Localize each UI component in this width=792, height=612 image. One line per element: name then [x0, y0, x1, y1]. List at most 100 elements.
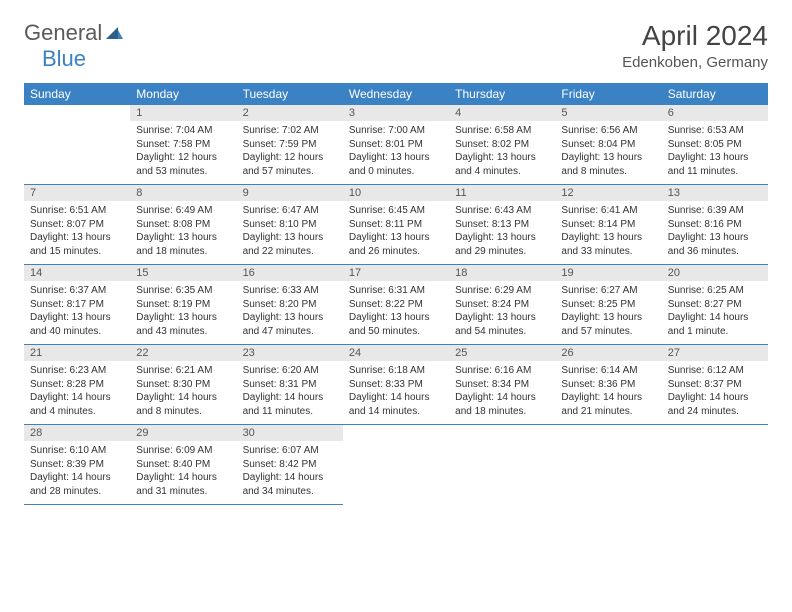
- day-content: Sunrise: 6:27 AMSunset: 8:25 PMDaylight:…: [555, 281, 661, 344]
- logo-text-blue: Blue: [42, 46, 86, 71]
- day-cell: 19Sunrise: 6:27 AMSunset: 8:25 PMDayligh…: [555, 265, 661, 345]
- day-number: 3: [343, 105, 449, 121]
- logo-sail-icon: [104, 25, 124, 41]
- day-cell: 1Sunrise: 7:04 AMSunset: 7:58 PMDaylight…: [130, 105, 236, 185]
- day-number: 26: [555, 345, 661, 361]
- day-number: 8: [130, 185, 236, 201]
- day-content: Sunrise: 6:10 AMSunset: 8:39 PMDaylight:…: [24, 441, 130, 504]
- day-content: Sunrise: 6:31 AMSunset: 8:22 PMDaylight:…: [343, 281, 449, 344]
- day-cell: 17Sunrise: 6:31 AMSunset: 8:22 PMDayligh…: [343, 265, 449, 345]
- weekday-thu: Thursday: [449, 83, 555, 105]
- day-content: Sunrise: 6:25 AMSunset: 8:27 PMDaylight:…: [662, 281, 768, 344]
- day-number: 2: [237, 105, 343, 121]
- day-number: 15: [130, 265, 236, 281]
- day-cell: 11Sunrise: 6:43 AMSunset: 8:13 PMDayligh…: [449, 185, 555, 265]
- day-cell: [662, 425, 768, 505]
- day-cell: [24, 105, 130, 185]
- day-content: Sunrise: 7:04 AMSunset: 7:58 PMDaylight:…: [130, 121, 236, 184]
- day-cell: 28Sunrise: 6:10 AMSunset: 8:39 PMDayligh…: [24, 425, 130, 505]
- day-content: Sunrise: 6:07 AMSunset: 8:42 PMDaylight:…: [237, 441, 343, 504]
- day-content: Sunrise: 6:29 AMSunset: 8:24 PMDaylight:…: [449, 281, 555, 344]
- day-number: 21: [24, 345, 130, 361]
- title-block: April 2024 Edenkoben, Germany: [622, 20, 768, 71]
- day-cell: 2Sunrise: 7:02 AMSunset: 7:59 PMDaylight…: [237, 105, 343, 185]
- day-content: Sunrise: 6:47 AMSunset: 8:10 PMDaylight:…: [237, 201, 343, 264]
- day-cell: 29Sunrise: 6:09 AMSunset: 8:40 PMDayligh…: [130, 425, 236, 505]
- day-cell: 27Sunrise: 6:12 AMSunset: 8:37 PMDayligh…: [662, 345, 768, 425]
- month-title: April 2024: [622, 20, 768, 52]
- day-number: 14: [24, 265, 130, 281]
- day-cell: 8Sunrise: 6:49 AMSunset: 8:08 PMDaylight…: [130, 185, 236, 265]
- day-content: Sunrise: 6:18 AMSunset: 8:33 PMDaylight:…: [343, 361, 449, 424]
- day-cell: 3Sunrise: 7:00 AMSunset: 8:01 PMDaylight…: [343, 105, 449, 185]
- day-number: 20: [662, 265, 768, 281]
- day-cell: 9Sunrise: 6:47 AMSunset: 8:10 PMDaylight…: [237, 185, 343, 265]
- location-text: Edenkoben, Germany: [622, 54, 768, 71]
- day-cell: 24Sunrise: 6:18 AMSunset: 8:33 PMDayligh…: [343, 345, 449, 425]
- day-number: 18: [449, 265, 555, 281]
- day-content: Sunrise: 6:09 AMSunset: 8:40 PMDaylight:…: [130, 441, 236, 504]
- day-cell: 15Sunrise: 6:35 AMSunset: 8:19 PMDayligh…: [130, 265, 236, 345]
- day-content: Sunrise: 6:56 AMSunset: 8:04 PMDaylight:…: [555, 121, 661, 184]
- weekday-tue: Tuesday: [237, 83, 343, 105]
- day-cell: 26Sunrise: 6:14 AMSunset: 8:36 PMDayligh…: [555, 345, 661, 425]
- day-number: 24: [343, 345, 449, 361]
- day-number: 5: [555, 105, 661, 121]
- day-number: 29: [130, 425, 236, 441]
- day-number: 27: [662, 345, 768, 361]
- day-cell: 18Sunrise: 6:29 AMSunset: 8:24 PMDayligh…: [449, 265, 555, 345]
- day-number: 17: [343, 265, 449, 281]
- day-cell: [449, 425, 555, 505]
- day-content: Sunrise: 6:43 AMSunset: 8:13 PMDaylight:…: [449, 201, 555, 264]
- calendar-body: 1Sunrise: 7:04 AMSunset: 7:58 PMDaylight…: [24, 105, 768, 505]
- day-cell: 30Sunrise: 6:07 AMSunset: 8:42 PMDayligh…: [237, 425, 343, 505]
- day-content: Sunrise: 7:00 AMSunset: 8:01 PMDaylight:…: [343, 121, 449, 184]
- day-cell: 22Sunrise: 6:21 AMSunset: 8:30 PMDayligh…: [130, 345, 236, 425]
- day-content: Sunrise: 6:14 AMSunset: 8:36 PMDaylight:…: [555, 361, 661, 424]
- day-number: 23: [237, 345, 343, 361]
- calendar-weekday-header: Sunday Monday Tuesday Wednesday Thursday…: [24, 83, 768, 105]
- day-number: 19: [555, 265, 661, 281]
- weekday-sat: Saturday: [662, 83, 768, 105]
- day-content: Sunrise: 6:23 AMSunset: 8:28 PMDaylight:…: [24, 361, 130, 424]
- day-cell: 6Sunrise: 6:53 AMSunset: 8:05 PMDaylight…: [662, 105, 768, 185]
- day-number: 12: [555, 185, 661, 201]
- day-cell: 23Sunrise: 6:20 AMSunset: 8:31 PMDayligh…: [237, 345, 343, 425]
- day-cell: 20Sunrise: 6:25 AMSunset: 8:27 PMDayligh…: [662, 265, 768, 345]
- day-content: Sunrise: 6:33 AMSunset: 8:20 PMDaylight:…: [237, 281, 343, 344]
- day-content: Sunrise: 6:51 AMSunset: 8:07 PMDaylight:…: [24, 201, 130, 264]
- day-content: Sunrise: 6:45 AMSunset: 8:11 PMDaylight:…: [343, 201, 449, 264]
- day-cell: 7Sunrise: 6:51 AMSunset: 8:07 PMDaylight…: [24, 185, 130, 265]
- weekday-sun: Sunday: [24, 83, 130, 105]
- day-cell: 13Sunrise: 6:39 AMSunset: 8:16 PMDayligh…: [662, 185, 768, 265]
- day-content: Sunrise: 6:16 AMSunset: 8:34 PMDaylight:…: [449, 361, 555, 424]
- day-content: Sunrise: 6:41 AMSunset: 8:14 PMDaylight:…: [555, 201, 661, 264]
- day-content: Sunrise: 6:58 AMSunset: 8:02 PMDaylight:…: [449, 121, 555, 184]
- day-number: 13: [662, 185, 768, 201]
- logo-blue-row: Blue: [24, 46, 86, 72]
- day-cell: [555, 425, 661, 505]
- day-number: 1: [130, 105, 236, 121]
- day-cell: 5Sunrise: 6:56 AMSunset: 8:04 PMDaylight…: [555, 105, 661, 185]
- day-content: Sunrise: 6:35 AMSunset: 8:19 PMDaylight:…: [130, 281, 236, 344]
- day-cell: 4Sunrise: 6:58 AMSunset: 8:02 PMDaylight…: [449, 105, 555, 185]
- day-content: Sunrise: 6:21 AMSunset: 8:30 PMDaylight:…: [130, 361, 236, 424]
- day-cell: 12Sunrise: 6:41 AMSunset: 8:14 PMDayligh…: [555, 185, 661, 265]
- day-number: 10: [343, 185, 449, 201]
- day-number: 30: [237, 425, 343, 441]
- day-number: 22: [130, 345, 236, 361]
- day-number: 11: [449, 185, 555, 201]
- day-number: 7: [24, 185, 130, 201]
- day-number: 6: [662, 105, 768, 121]
- day-number: 25: [449, 345, 555, 361]
- day-content: Sunrise: 6:53 AMSunset: 8:05 PMDaylight:…: [662, 121, 768, 184]
- day-cell: 21Sunrise: 6:23 AMSunset: 8:28 PMDayligh…: [24, 345, 130, 425]
- day-content: Sunrise: 6:12 AMSunset: 8:37 PMDaylight:…: [662, 361, 768, 424]
- day-cell: 16Sunrise: 6:33 AMSunset: 8:20 PMDayligh…: [237, 265, 343, 345]
- weekday-mon: Monday: [130, 83, 236, 105]
- day-number: 16: [237, 265, 343, 281]
- logo: General: [24, 20, 126, 46]
- logo-text-general: General: [24, 20, 102, 46]
- day-content: Sunrise: 6:39 AMSunset: 8:16 PMDaylight:…: [662, 201, 768, 264]
- page-header: General April 2024 Edenkoben, Germany: [24, 20, 768, 71]
